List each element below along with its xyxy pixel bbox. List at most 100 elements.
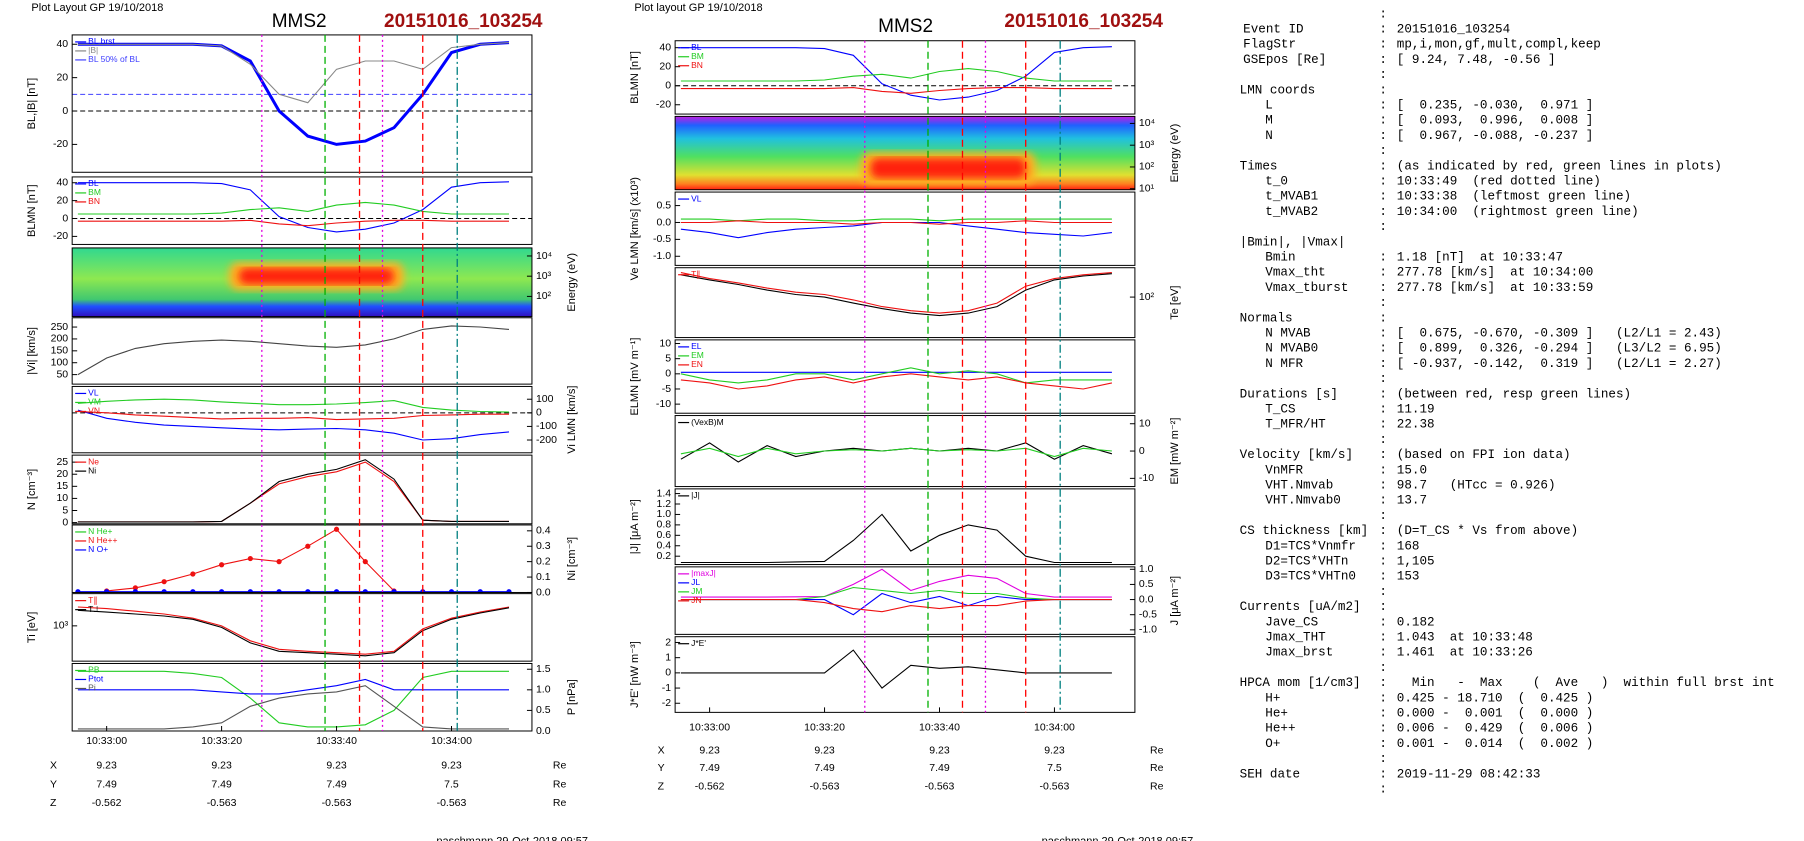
- marker-dot: [333, 589, 340, 593]
- info-label: VnMFR: [1265, 463, 1303, 477]
- ephemeris-label: Y: [658, 762, 665, 774]
- info-value: 1.18 [nT] at 10:33:47: [1397, 251, 1563, 265]
- legend-label: VM: [88, 397, 101, 407]
- info-value: [ -0.937, -0.142, 0.319 ] (L2/L1 = 2.27): [1397, 357, 1722, 371]
- info-value: 10:34:00 (rightmost green line): [1397, 205, 1639, 219]
- legend-label: |maxJ|: [691, 568, 716, 578]
- info-label: O+: [1265, 737, 1280, 751]
- panel: [72, 398, 532, 441]
- marker-dot: [506, 589, 512, 593]
- ephemeris-value: -0.563: [810, 781, 840, 793]
- y-tick-label: 20: [56, 71, 68, 83]
- ephemeris-unit: Re: [1150, 745, 1164, 757]
- x-tick-label: 10:34:00: [431, 735, 472, 747]
- y-tick-label: 200: [51, 333, 69, 345]
- info-label: T_MFR/HT: [1265, 418, 1326, 432]
- y-tick-label: 0.4: [536, 525, 551, 537]
- series-line: [77, 670, 509, 728]
- y-axis-label: Ti [eV]: [26, 612, 38, 643]
- info-separator: :: [1379, 661, 1387, 675]
- ephemeris-label: X: [658, 745, 665, 757]
- info-colon: :: [1379, 159, 1387, 173]
- series-line: [680, 221, 1112, 239]
- x-tick-label: 10:34:00: [1034, 721, 1075, 733]
- y-tick-label: 0.5: [536, 704, 551, 716]
- y-axis-label: J*E' [nW m⁻³]: [629, 641, 641, 708]
- legend-label: EN: [691, 359, 703, 369]
- info-label: D3=TCS*VHTn0: [1265, 570, 1356, 584]
- info-colon: :: [1379, 479, 1387, 493]
- y-tick-label: 15: [56, 480, 68, 492]
- info-value: 10:33:38 (leftmost green line): [1397, 190, 1631, 204]
- y-tick-label: 10: [659, 337, 671, 349]
- ephemeris-value: 9.23: [96, 760, 117, 772]
- legend-label: BL 50% of BL: [88, 54, 140, 64]
- info-heading: Currents [uA/m2]: [1240, 600, 1361, 614]
- ephemeris-value: 9.23: [1044, 745, 1065, 757]
- series-line: [77, 398, 510, 413]
- y-tick-label: 1.5: [536, 663, 551, 675]
- info-value: 13.7: [1397, 494, 1427, 508]
- y-tick-label: 0.0: [1139, 593, 1154, 605]
- info-value: mp,i,mon,gf,mult,compl,keep: [1397, 38, 1601, 52]
- y-axis-label: BLMN [nT]: [629, 51, 641, 104]
- ephemeris-unit: Re: [553, 797, 567, 809]
- y-tick-label: 0.3: [536, 540, 551, 552]
- ephemeris-value: 7.49: [929, 762, 950, 774]
- plot-header: Plot layout GP 19/10/2018: [634, 2, 762, 14]
- y-tick-label: 20: [56, 194, 68, 206]
- ephemeris-value: -0.563: [437, 797, 467, 809]
- info-label: VHT.Nmvab0: [1265, 494, 1341, 508]
- info-value: 168: [1397, 539, 1420, 553]
- marker-dot: [132, 585, 138, 591]
- marker-dot: [477, 589, 483, 593]
- x-tick-label: 10:33:40: [316, 735, 357, 747]
- y-tick-label: 40: [56, 177, 68, 189]
- ephemeris-value: 7.49: [699, 762, 720, 774]
- y-tick-label: -20: [53, 230, 68, 242]
- info-value: 15.0: [1397, 463, 1427, 477]
- marker-dot: [161, 579, 167, 585]
- legend-label: BN: [691, 60, 703, 70]
- info-colon: :: [1379, 251, 1387, 265]
- panel-frame: [71, 34, 533, 173]
- info-value: [ 0.675, -0.670, -0.309 ] (L2/L1 = 2.43): [1397, 327, 1722, 341]
- marker-dot: [333, 526, 340, 532]
- info-colon: :: [1379, 631, 1387, 645]
- panel: [77, 606, 510, 657]
- legend-label: N O+: [88, 544, 108, 554]
- y-axis-label: |Vi| [km/s]: [26, 327, 38, 375]
- marker-dot: [161, 589, 167, 593]
- y-tick-label: -1.0: [1139, 624, 1157, 636]
- panel: [77, 459, 509, 523]
- info-value: 20151016_103254: [1397, 23, 1510, 37]
- y-tick-label: -100: [536, 420, 557, 432]
- ephemeris-value: -0.563: [322, 797, 352, 809]
- legend-label: EL: [691, 341, 702, 351]
- info-value: 153: [1397, 570, 1420, 584]
- ephemeris-value: 7.5: [444, 778, 459, 790]
- ephemeris-value: -0.563: [1040, 781, 1070, 793]
- info-separator: :: [1379, 585, 1387, 599]
- ephemeris-label: X: [50, 760, 57, 772]
- ephemeris-label: Y: [50, 778, 57, 790]
- ephemeris-value: 9.23: [441, 760, 462, 772]
- info-colon: :: [1379, 311, 1387, 325]
- y-tick-label: -1.0: [653, 250, 671, 262]
- series-line: [77, 181, 510, 233]
- panel: [680, 568, 1112, 616]
- info-value: [ 0.899, 0.326, -0.294 ] (L3/L2 = 6.95): [1397, 342, 1722, 356]
- panel-frame: [674, 115, 1136, 191]
- y-tick-label: 0.0: [657, 216, 672, 228]
- info-separator: :: [1379, 144, 1387, 158]
- info-colon: :: [1379, 418, 1387, 432]
- y-tick-label: -2: [662, 697, 671, 709]
- panel-frame: [674, 339, 1136, 414]
- x-tick-label: 10:33:20: [804, 721, 845, 733]
- info-label: Bmin: [1265, 251, 1295, 265]
- legend-label: JN: [691, 595, 701, 605]
- marker-dot: [190, 589, 196, 593]
- series-line: [680, 373, 1113, 390]
- info-value: (based on FPI ion data): [1397, 448, 1571, 462]
- y-tick-label: 10: [56, 492, 68, 504]
